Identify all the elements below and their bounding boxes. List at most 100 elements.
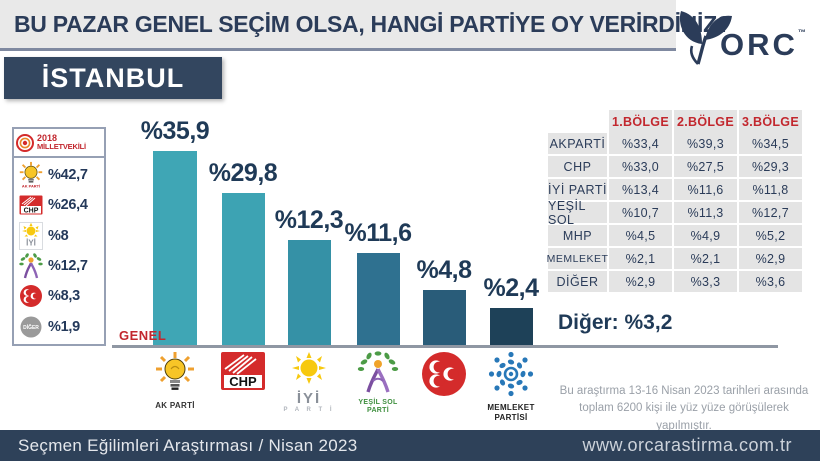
chart-baseline bbox=[112, 345, 778, 348]
sidebar-row-chp: CHP %26,4 bbox=[18, 190, 104, 220]
chp-2018-value: %26,4 bbox=[48, 197, 88, 214]
party-logo-subcaption: P A R T İ bbox=[283, 407, 335, 413]
footer-bar: Seçmen Eğilimleri Araştırması / Nisan 20… bbox=[0, 430, 820, 461]
party-logo-caption: İYİ bbox=[296, 390, 322, 407]
table-cell: %13,4 bbox=[609, 179, 672, 200]
party-logo-akparti: AK PARTİ bbox=[139, 351, 211, 411]
table-cell: %27,5 bbox=[674, 156, 737, 177]
akparti-bulb-icon: AK PARTİ bbox=[18, 161, 44, 189]
akparti-icon-label: AK PARTİ bbox=[22, 184, 40, 189]
iyi-2018-value: %8 bbox=[48, 227, 69, 244]
bar-value-label-yesilsol: %11,6 bbox=[344, 219, 412, 247]
sidebar-label: MİLLETVEKİLİ bbox=[37, 142, 86, 152]
table-cell: %4,5 bbox=[609, 225, 672, 246]
yesilsol-figure-icon bbox=[357, 351, 399, 393]
table-cell: %4,9 bbox=[674, 225, 737, 246]
chp-logo-icon: CHP bbox=[221, 352, 265, 390]
table-cell: %2,1 bbox=[674, 248, 737, 269]
table-col-3bolge: 3.BÖLGE bbox=[739, 110, 802, 134]
table-cell: %5,2 bbox=[739, 225, 802, 246]
diger-circle-icon: DİĞER bbox=[18, 313, 44, 341]
bar-value-label-iyi: %12,3 bbox=[274, 206, 344, 234]
sidebar-rows: AK PARTİ %42,7 CHP %26,4 bbox=[14, 158, 104, 344]
bar-iyi bbox=[288, 240, 331, 347]
diger-annotation: Diğer: %3,2 bbox=[558, 311, 673, 334]
yesilsol-2018-value: %12,7 bbox=[48, 258, 88, 275]
party-logo-mhp bbox=[408, 351, 480, 402]
methodology-note: Bu araştırma 13-16 Nisan 2023 tarihleri … bbox=[559, 385, 809, 432]
table-row-label: YEŞİL SOL bbox=[548, 199, 607, 227]
mhp-2018-value: %8,3 bbox=[48, 288, 80, 305]
party-logo-iyi: İYİ P A R T İ bbox=[273, 351, 345, 414]
bar-value-label-chp: %29,8 bbox=[208, 159, 278, 187]
orc-leaf-icon bbox=[679, 11, 732, 65]
memleket-emblem-icon bbox=[488, 351, 534, 397]
bar-chp bbox=[222, 193, 265, 347]
table-cell: %33,4 bbox=[609, 133, 672, 154]
trademark: ™ bbox=[797, 28, 809, 37]
table-corner bbox=[548, 110, 607, 131]
party-logo-caption: MEMLEKET PARTİSİ bbox=[487, 403, 535, 422]
sidebar-row-mhp: %8,3 bbox=[18, 281, 104, 311]
table-cell: %10,7 bbox=[609, 202, 672, 223]
page-title: BU PAZAR GENEL SEÇİM OLSA, HANGİ PARTİYE… bbox=[14, 10, 731, 37]
table-row-label: MEMLEKET bbox=[547, 248, 608, 269]
table-row-label: AKPARTİ bbox=[548, 133, 607, 154]
table-row-label: MHP bbox=[548, 225, 607, 246]
table-cell: %29,3 bbox=[739, 156, 802, 177]
genel-axis-label: GENEL bbox=[119, 328, 167, 343]
table-cell: %34,5 bbox=[739, 133, 802, 154]
bar-memleket bbox=[490, 308, 533, 347]
akparti-2018-value: %42,7 bbox=[48, 167, 88, 184]
table-cell: %11,3 bbox=[674, 202, 737, 223]
akparti-bulb-icon bbox=[156, 352, 194, 390]
table-cell: %11,8 bbox=[739, 179, 802, 200]
table-cell: %2,1 bbox=[609, 248, 672, 269]
iyi-logo-icon: İYİ bbox=[18, 221, 44, 250]
title-bar: BU PAZAR GENEL SEÇİM OLSA, HANGİ PARTİYE… bbox=[0, 0, 731, 51]
table-cell: %3,6 bbox=[739, 271, 802, 292]
party-logo-memleket: MEMLEKET PARTİSİ bbox=[475, 351, 547, 422]
sidebar-row-diger: DİĞER %1,9 bbox=[18, 312, 104, 342]
bar-yesilsol bbox=[357, 253, 400, 347]
iyi-icon-label: İYİ bbox=[26, 238, 36, 247]
election-emblem-icon bbox=[16, 133, 34, 152]
table-row-label: İYİ PARTİ bbox=[548, 179, 607, 200]
table-cell: %11,6 bbox=[674, 179, 737, 200]
sidebar-header: 2018 MİLLETVEKİLİ bbox=[14, 129, 104, 158]
sidebar-year: 2018 bbox=[37, 132, 58, 143]
bolge-table: 1.BÖLGE 2.BÖLGE 3.BÖLGE AKPARTİ %33,4 %3… bbox=[547, 110, 802, 292]
table-row-label: CHP bbox=[548, 156, 607, 177]
table-cell: %3,3 bbox=[674, 271, 737, 292]
diger-2018-value: %1,9 bbox=[48, 318, 80, 335]
table-cell: %33,0 bbox=[609, 156, 672, 177]
chp-icon-label: CHP bbox=[24, 208, 39, 215]
mhp-crescents-icon bbox=[422, 352, 466, 396]
bar-akparti bbox=[153, 151, 197, 347]
party-logo-yesilsol: YEŞİL SOL PARTİ bbox=[342, 351, 414, 416]
region-header: İSTANBUL bbox=[4, 57, 222, 99]
table-row-label: DİĞER bbox=[548, 271, 607, 292]
footer-study-label: Seçmen Eğilimleri Araştırması / Nisan 20… bbox=[18, 435, 358, 455]
party-logo-chp: CHP bbox=[207, 351, 279, 396]
bar-value-label-memleket: %2,4 bbox=[483, 274, 539, 302]
sidebar-row-iyi: İYİ %8 bbox=[18, 221, 104, 251]
sidebar-2018-results: 2018 MİLLETVEKİLİ AK PART bbox=[12, 127, 106, 346]
table-cell: %39,3 bbox=[674, 133, 737, 154]
yesilsol-logo-icon bbox=[18, 252, 44, 280]
orc-logo: ORC™ bbox=[672, 4, 812, 66]
party-logo-caption: AK PARTİ bbox=[155, 401, 195, 410]
region-title: İSTANBUL bbox=[41, 62, 185, 93]
table-cell: %12,7 bbox=[739, 202, 802, 223]
table-cell: %2,9 bbox=[609, 271, 672, 292]
brand-name: ORC™ bbox=[720, 27, 809, 62]
footer-website[interactable]: www.orcarastirma.com.tr bbox=[582, 435, 792, 455]
sidebar-title: 2018 MİLLETVEKİLİ bbox=[37, 132, 86, 152]
party-logo-caption: YEŞİL SOL PARTİ bbox=[358, 399, 398, 415]
bar-value-label-mhp: %4,8 bbox=[416, 256, 472, 284]
chp-logo-icon: CHP bbox=[18, 191, 44, 219]
chp-logo-text: CHP bbox=[229, 374, 257, 389]
bar-mhp bbox=[423, 290, 466, 347]
sidebar-row-akparti: AK PARTİ %42,7 bbox=[18, 160, 104, 190]
